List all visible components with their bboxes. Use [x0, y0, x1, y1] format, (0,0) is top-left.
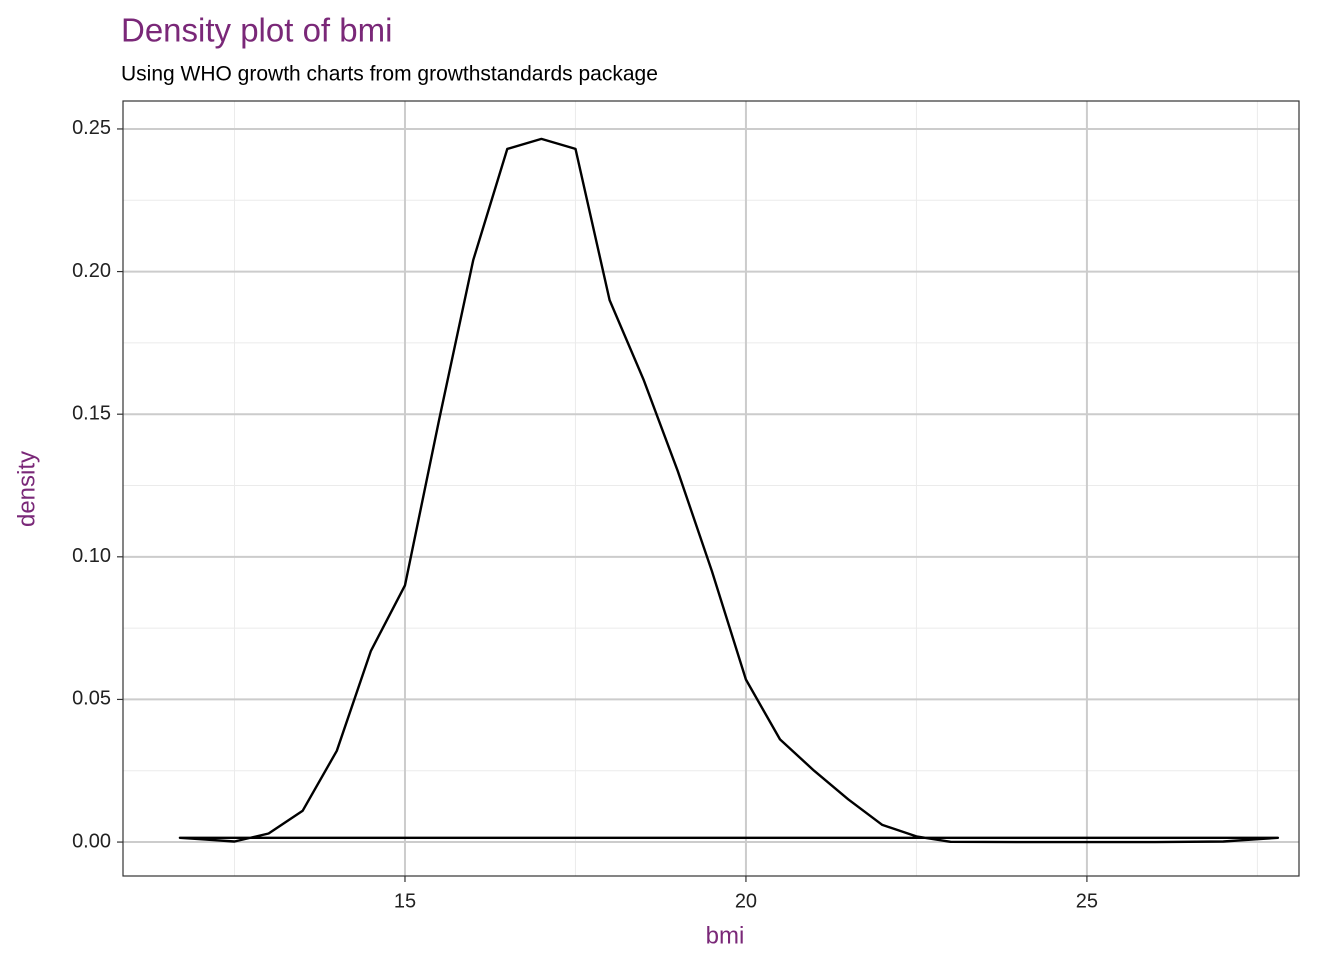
panel-border	[122, 100, 1300, 877]
x-axis-title: bmi	[706, 922, 745, 949]
y-tick-label: 0.05	[72, 688, 111, 710]
y-axis-title: density	[13, 451, 40, 527]
y-tick-label: 0.20	[72, 260, 111, 282]
x-tick-label: 15	[394, 890, 416, 912]
density-line	[178, 137, 1280, 844]
y-tick-label: 0.25	[72, 117, 111, 139]
x-tick-label: 25	[1076, 890, 1098, 912]
chart-subtitle: Using WHO growth charts from growthstand…	[121, 63, 658, 86]
x-tick-label: 20	[735, 890, 757, 912]
y-tick-label: 0.00	[72, 830, 111, 852]
y-tick-label: 0.15	[72, 402, 111, 424]
y-tick-label: 0.10	[72, 545, 111, 567]
chart-title: Density plot of bmi	[121, 12, 392, 49]
